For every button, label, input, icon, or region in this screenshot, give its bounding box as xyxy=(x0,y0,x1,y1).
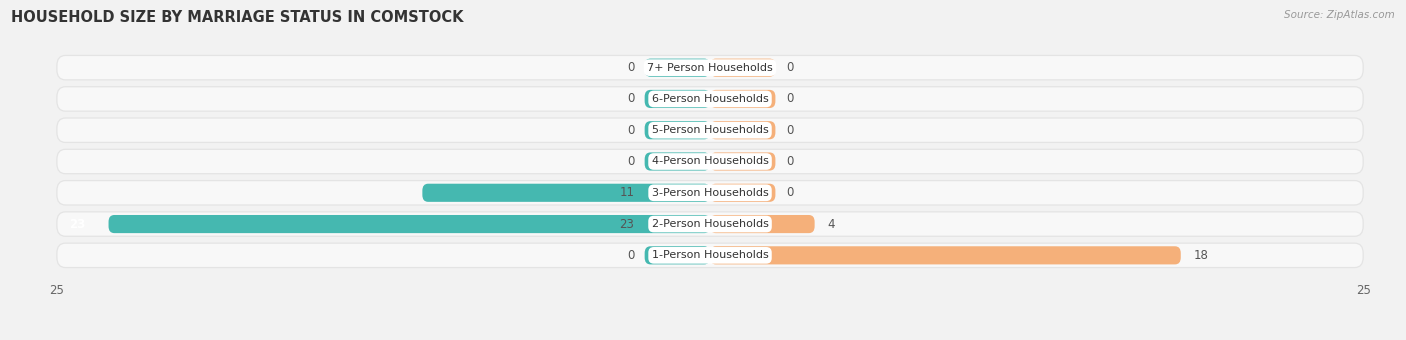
Text: 2-Person Households: 2-Person Households xyxy=(651,219,769,229)
FancyBboxPatch shape xyxy=(58,244,1362,267)
Text: 0: 0 xyxy=(786,124,793,137)
Text: 0: 0 xyxy=(627,92,634,105)
FancyBboxPatch shape xyxy=(56,55,1364,81)
FancyBboxPatch shape xyxy=(644,90,710,108)
Text: 23: 23 xyxy=(619,218,634,231)
FancyBboxPatch shape xyxy=(710,152,776,171)
FancyBboxPatch shape xyxy=(710,58,776,77)
FancyBboxPatch shape xyxy=(710,246,1181,265)
Text: 4-Person Households: 4-Person Households xyxy=(651,156,769,167)
FancyBboxPatch shape xyxy=(108,215,710,233)
Text: HOUSEHOLD SIZE BY MARRIAGE STATUS IN COMSTOCK: HOUSEHOLD SIZE BY MARRIAGE STATUS IN COM… xyxy=(11,10,464,25)
FancyBboxPatch shape xyxy=(56,149,1364,174)
Text: 7+ Person Households: 7+ Person Households xyxy=(647,63,773,73)
Text: 1-Person Households: 1-Person Households xyxy=(651,250,769,260)
Text: 5-Person Households: 5-Person Households xyxy=(651,125,769,135)
Text: 11: 11 xyxy=(619,186,634,199)
Text: 0: 0 xyxy=(786,155,793,168)
FancyBboxPatch shape xyxy=(58,181,1362,204)
Text: 0: 0 xyxy=(786,61,793,74)
Text: 0: 0 xyxy=(627,249,634,262)
FancyBboxPatch shape xyxy=(422,184,710,202)
Text: 6-Person Households: 6-Person Households xyxy=(651,94,769,104)
FancyBboxPatch shape xyxy=(58,119,1362,142)
Text: 0: 0 xyxy=(627,155,634,168)
FancyBboxPatch shape xyxy=(56,242,1364,268)
Text: 0: 0 xyxy=(627,61,634,74)
FancyBboxPatch shape xyxy=(58,150,1362,173)
Text: 0: 0 xyxy=(786,92,793,105)
Text: 0: 0 xyxy=(627,124,634,137)
FancyBboxPatch shape xyxy=(710,215,814,233)
FancyBboxPatch shape xyxy=(58,56,1362,79)
FancyBboxPatch shape xyxy=(56,117,1364,143)
FancyBboxPatch shape xyxy=(56,86,1364,112)
FancyBboxPatch shape xyxy=(644,58,710,77)
Text: 23: 23 xyxy=(69,218,86,231)
FancyBboxPatch shape xyxy=(644,152,710,171)
FancyBboxPatch shape xyxy=(710,184,776,202)
FancyBboxPatch shape xyxy=(56,211,1364,237)
FancyBboxPatch shape xyxy=(58,212,1362,236)
FancyBboxPatch shape xyxy=(58,87,1362,110)
FancyBboxPatch shape xyxy=(710,121,776,139)
Text: Source: ZipAtlas.com: Source: ZipAtlas.com xyxy=(1284,10,1395,20)
Text: 18: 18 xyxy=(1194,249,1209,262)
FancyBboxPatch shape xyxy=(56,180,1364,206)
Text: 4: 4 xyxy=(828,218,835,231)
FancyBboxPatch shape xyxy=(644,246,710,265)
FancyBboxPatch shape xyxy=(710,90,776,108)
Text: 0: 0 xyxy=(786,186,793,199)
FancyBboxPatch shape xyxy=(644,121,710,139)
Text: 3-Person Households: 3-Person Households xyxy=(651,188,769,198)
